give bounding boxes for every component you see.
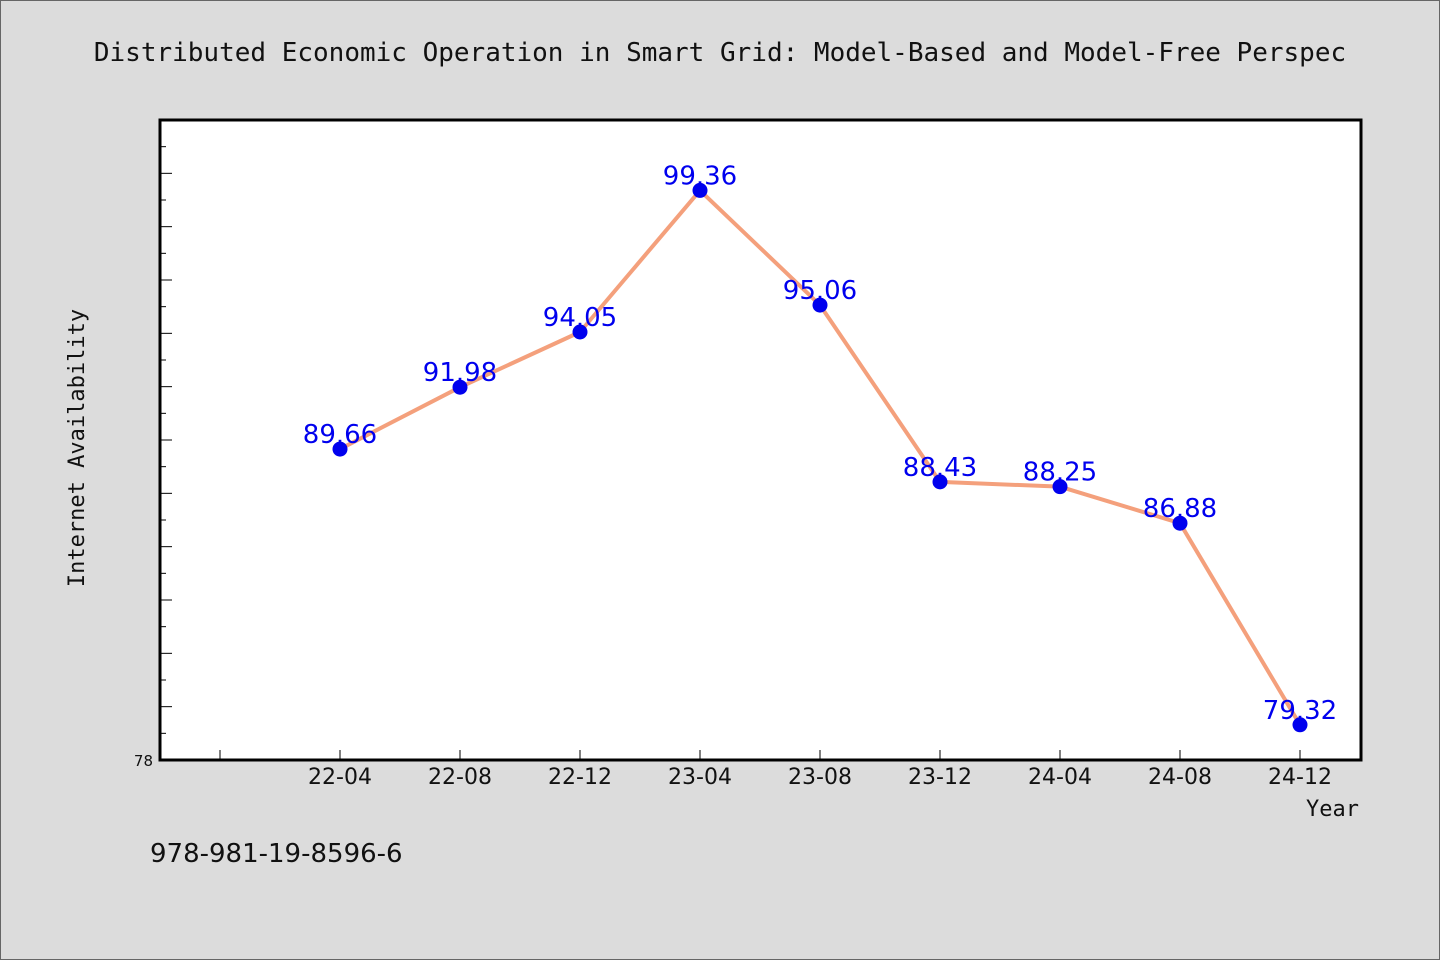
data-point <box>932 474 948 490</box>
x-tick-label: 24-04 <box>1028 765 1092 790</box>
x-tick-label: 24-08 <box>1148 765 1212 790</box>
x-axis-ticks: 22-04 22-08 22-12 23-04 23-08 23-12 24-04 24-08… <box>219 750 1332 790</box>
data-point <box>452 379 468 395</box>
data-point <box>572 324 588 340</box>
y-axis-min-label: 78 <box>134 752 153 770</box>
data-point <box>1172 515 1188 531</box>
plot-frame <box>158 118 1363 762</box>
data-point <box>1052 479 1068 495</box>
data-label: 89.66 <box>303 420 377 450</box>
data-point <box>1292 717 1308 733</box>
data-point <box>812 297 828 313</box>
data-label: 88.25 <box>1023 458 1097 488</box>
x-axis-label: Year <box>1306 797 1359 822</box>
x-tick-label: 23-12 <box>908 765 972 790</box>
data-label: 88.43 <box>903 453 977 483</box>
data-label: 99.36 <box>663 161 737 191</box>
x-tick-label: 22-08 <box>428 765 492 790</box>
data-label: 91.98 <box>423 358 497 388</box>
y-axis-label: Internet Availability <box>65 309 90 587</box>
series-group: 89.66 91.98 94.05 99.36 95.06 88.43 88.25 86.88… <box>303 161 1337 733</box>
x-tick-label: 22-04 <box>308 765 372 790</box>
data-point <box>692 182 708 198</box>
data-label: 86.88 <box>1143 494 1217 524</box>
x-tick-label: 23-08 <box>788 765 852 790</box>
x-tick-label: 24-12 <box>1268 765 1332 790</box>
data-point <box>332 441 348 457</box>
footer-code: 978-981-19-8596-6 <box>150 839 403 869</box>
data-label: 79.32 <box>1263 696 1337 726</box>
chart-title: Distributed Economic Operation in Smart … <box>94 38 1346 68</box>
x-tick-label: 22-12 <box>548 765 612 790</box>
data-label: 95.06 <box>783 276 857 306</box>
x-tick-label: 23-04 <box>668 765 732 790</box>
data-label: 94.05 <box>543 303 617 333</box>
